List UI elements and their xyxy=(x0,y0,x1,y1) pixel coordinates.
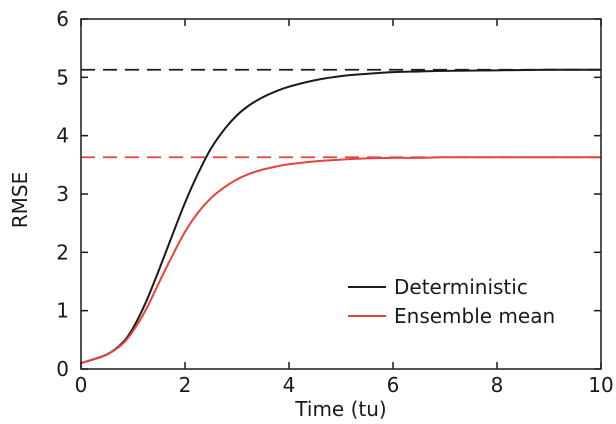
legend: Deterministic Ensemble mean xyxy=(348,275,555,328)
reference-lines xyxy=(81,68,601,159)
x-tick-label: 0 xyxy=(75,373,88,397)
y-tick-label: 2 xyxy=(56,240,69,264)
series-line-deterministic xyxy=(80,68,602,365)
series-line-ensemble-mean xyxy=(80,156,601,365)
series-lines xyxy=(80,68,602,365)
x-axis-label: Time (tu) xyxy=(294,397,386,421)
y-tick-label: 0 xyxy=(56,357,69,381)
y-tick-label: 1 xyxy=(56,299,69,323)
x-tick-label: 8 xyxy=(491,373,504,397)
legend-label: Deterministic xyxy=(394,275,528,299)
x-tick-label: 4 xyxy=(283,373,296,397)
legend-label: Ensemble mean xyxy=(394,304,555,328)
axis-ticks xyxy=(80,18,602,370)
y-axis-label: RMSE xyxy=(8,172,32,228)
tick-labels: 0 2 4 6 8 10 0 1 2 3 4 5 6 xyxy=(56,7,613,397)
y-tick-label: 3 xyxy=(56,182,69,206)
y-tick-label: 6 xyxy=(56,7,69,31)
y-tick-label: 5 xyxy=(56,65,69,89)
x-tick-label: 10 xyxy=(588,373,613,397)
y-tick-label: 4 xyxy=(56,124,69,148)
x-tick-label: 6 xyxy=(387,373,400,397)
x-tick-label: 2 xyxy=(179,373,192,397)
